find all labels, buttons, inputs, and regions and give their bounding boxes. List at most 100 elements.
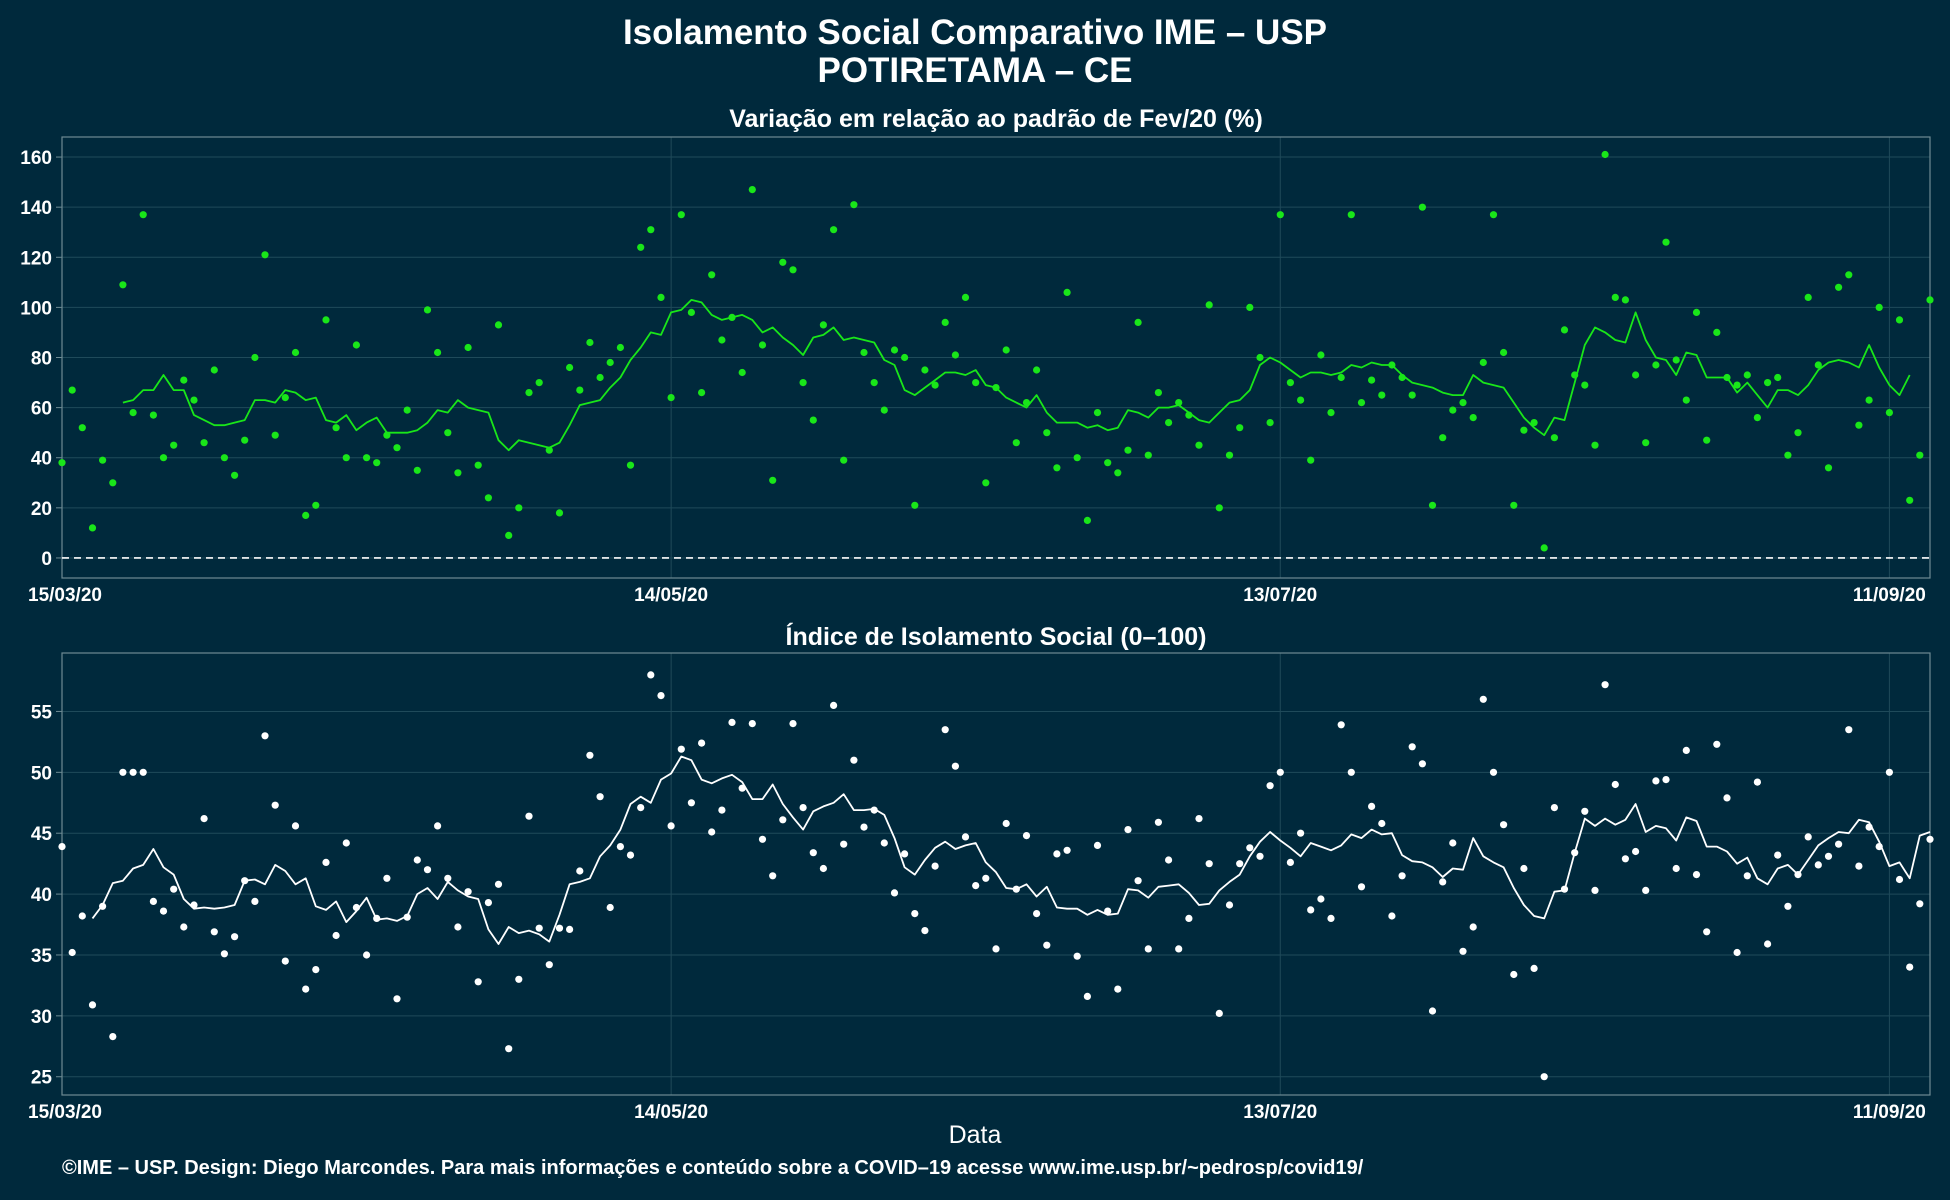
top-data-point (880, 406, 888, 414)
top-data-point (1124, 446, 1132, 454)
top-moving-average-line (122, 299, 1911, 452)
bottom-data-point (1144, 945, 1152, 953)
top-data-point (667, 394, 675, 402)
bottom-data-point (149, 897, 157, 906)
top-data-point (890, 346, 899, 354)
top-data-point (1591, 441, 1599, 449)
bottom-data-point (1550, 804, 1558, 812)
top-data-point (809, 416, 817, 424)
bottom-data-point (1621, 855, 1629, 863)
bottom-data-point (261, 732, 269, 740)
top-data-point (403, 406, 411, 414)
top-data-point (1307, 456, 1315, 464)
top-data-point (758, 341, 767, 349)
bottom-data-point (1093, 841, 1102, 850)
bottom-data-point (494, 880, 503, 888)
bottom-data-point (281, 957, 289, 965)
top-data-point (586, 338, 594, 347)
top-data-point (393, 444, 401, 452)
top-data-point (1642, 439, 1650, 447)
top-data-point (1337, 373, 1345, 382)
bottom-data-point (1114, 985, 1122, 993)
top-data-point (1083, 516, 1091, 525)
bottom-data-point (271, 801, 279, 809)
top-data-point (830, 226, 838, 234)
top-data-point (1104, 459, 1112, 467)
bottom-data-point (1307, 906, 1315, 914)
bottom-data-point (535, 924, 543, 932)
bottom-data-point (170, 885, 178, 893)
bottom-data-point (1723, 794, 1731, 802)
top-data-point (718, 336, 726, 344)
bottom-data-point (1368, 802, 1376, 811)
top-data-point (1662, 238, 1670, 246)
bottom-data-point (1185, 914, 1193, 923)
bottom-data-point (626, 851, 635, 859)
top-data-point (1510, 501, 1518, 509)
top-data-point (566, 363, 574, 372)
bottom-x-tick-label: 11/09/20 (1853, 1102, 1926, 1123)
top-data-point (860, 348, 868, 357)
top-data-point (1672, 356, 1680, 364)
bottom-data-point (474, 978, 482, 986)
bottom-data-point (769, 872, 777, 880)
bottom-data-point (1672, 864, 1680, 873)
top-data-point (576, 386, 584, 394)
top-x-tick-label: 14/05/20 (634, 585, 708, 606)
bottom-data-point (1205, 860, 1213, 868)
bottom-data-point (1154, 818, 1162, 826)
bottom-data-point (687, 799, 696, 807)
top-data-point (139, 211, 147, 219)
top-data-point (1286, 379, 1294, 387)
bottom-data-point (1022, 832, 1031, 840)
top-data-point (1469, 414, 1477, 422)
bottom-data-point (139, 768, 147, 776)
bottom-data-point (1124, 826, 1132, 834)
bottom-data-point (657, 692, 665, 700)
top-data-point (332, 424, 340, 432)
top-data-point (1479, 358, 1487, 367)
bottom-data-point (454, 923, 462, 931)
top-data-point (373, 459, 381, 467)
top-data-point (190, 396, 198, 404)
bottom-data-point (1165, 856, 1173, 864)
top-y-tick-label: 160 (20, 148, 52, 169)
bottom-data-point (1175, 945, 1183, 953)
bottom-data-point (525, 812, 533, 820)
top-data-point (951, 351, 960, 359)
top-data-point (1205, 301, 1213, 309)
bottom-data-point (231, 933, 239, 941)
bottom-data-point (1256, 852, 1264, 860)
top-data-point (170, 441, 178, 449)
bottom-data-point (505, 1045, 513, 1053)
top-data-point (515, 504, 523, 512)
bottom-x-tick-label: 14/05/20 (634, 1102, 708, 1123)
top-data-point (1317, 351, 1325, 359)
top-data-point (210, 366, 218, 374)
top-data-point (1804, 293, 1812, 301)
bottom-data-point (1500, 821, 1508, 829)
bottom-data-point (911, 910, 919, 918)
top-data-point (1835, 283, 1843, 291)
bottom-data-point (1540, 1073, 1548, 1081)
bottom-data-point (1357, 883, 1366, 891)
top-y-tick-label: 120 (20, 248, 52, 269)
top-data-point (657, 293, 665, 301)
top-data-point (1530, 419, 1538, 427)
top-data-point (352, 341, 360, 349)
top-data-point (1845, 271, 1853, 279)
top-data-point (1865, 396, 1873, 404)
top-data-point (1794, 429, 1802, 437)
top-data-point (1733, 381, 1741, 389)
bottom-data-point (789, 720, 797, 728)
top-data-point (1784, 451, 1792, 459)
bottom-data-point (1774, 851, 1782, 859)
bottom-y-tick-label: 55 (31, 702, 53, 723)
top-data-point (1134, 318, 1142, 326)
bottom-data-point (1033, 910, 1041, 918)
top-data-point (982, 479, 990, 487)
top-data-point (1550, 434, 1558, 442)
bottom-data-point (880, 839, 888, 847)
top-y-tick-label: 60 (31, 399, 52, 420)
top-data-point (1824, 464, 1833, 472)
